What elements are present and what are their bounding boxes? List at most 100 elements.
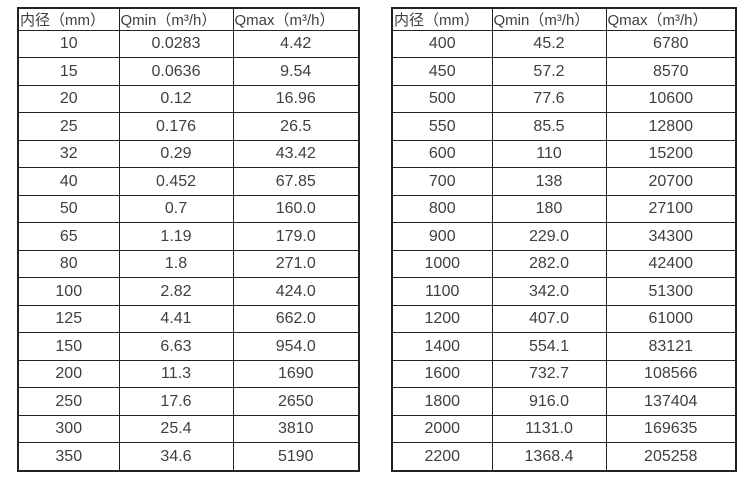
table-row: 1200 407.0 61000 [391,304,737,334]
table-row: 700 138 20700 [391,167,737,196]
qmax-cell: 5190 [232,442,360,472]
diameter-cell: 1000 [391,249,493,279]
qmin-cell: 2.82 [118,277,234,306]
table-row: 250 17.6 2650 [17,387,360,416]
qmax-cell: 954.0 [232,332,360,361]
table-row: 450 57.2 8570 [391,57,737,86]
table-row: 10 0.0283 4.42 [17,29,360,59]
table-row: 1100 342.0 51300 [391,277,737,306]
table-row: 20 0.12 16.96 [17,84,360,114]
table-row: 1600 732.7 108566 [391,359,737,389]
diameter-cell: 80 [17,249,120,279]
header-row: 内径（mm） Qmin（m³/h） Qmax（m³/h） [391,7,737,31]
qmin-cell: 0.7 [118,194,234,224]
table-row: 32 0.29 43.42 [17,139,360,169]
header-row: 内径（mm） Qmin（m³/h） Qmax（m³/h） [17,7,360,31]
qmin-cell: 229.0 [491,222,607,251]
diameter-cell: 400 [391,29,493,59]
table-row: 25 0.176 26.5 [17,112,360,141]
table-row: 2000 1131.0 169635 [391,414,737,444]
qmin-cell: 11.3 [118,359,234,389]
qmax-cell: 662.0 [232,304,360,334]
qmin-cell: 0.0283 [118,29,234,59]
qmax-cell: 61000 [605,304,737,334]
qmin-cell: 1.8 [118,249,234,279]
qmin-cell: 407.0 [491,304,607,334]
table-row: 600 110 15200 [391,139,737,169]
table-row: 300 25.4 3810 [17,414,360,444]
qmax-cell: 16.96 [232,84,360,114]
table-row: 125 4.41 662.0 [17,304,360,334]
qmin-cell: 17.6 [118,387,234,416]
qmax-cell: 137404 [605,387,737,416]
diameter-cell: 65 [17,222,120,251]
table-row: 800 180 27100 [391,194,737,224]
qmin-cell: 57.2 [491,57,607,86]
diameter-cell: 700 [391,167,493,196]
qmax-cell: 43.42 [232,139,360,169]
qmin-cell: 554.1 [491,332,607,361]
diameter-cell: 550 [391,112,493,141]
diameter-cell: 15 [17,57,120,86]
qmin-cell: 0.0636 [118,57,234,86]
qmax-cell: 10600 [605,84,737,114]
qmax-cell: 205258 [605,442,737,472]
qmin-cell: 1.19 [118,222,234,251]
qmax-cell: 26.5 [232,112,360,141]
table-row: 1400 554.1 83121 [391,332,737,361]
table-row: 15 0.0636 9.54 [17,57,360,86]
qmax-cell: 108566 [605,359,737,389]
diameter-cell: 25 [17,112,120,141]
diameter-cell: 40 [17,167,120,196]
qmin-cell: 4.41 [118,304,234,334]
diameter-cell: 1600 [391,359,493,389]
qmin-column-header: Qmin（m³/h） [491,7,607,31]
qmin-cell: 77.6 [491,84,607,114]
table-row: 2200 1368.4 205258 [391,442,737,472]
diameter-column-header: 内径（mm） [17,7,120,31]
qmin-cell: 1131.0 [491,414,607,444]
qmin-cell: 6.63 [118,332,234,361]
diameter-cell: 1100 [391,277,493,306]
qmin-cell: 732.7 [491,359,607,389]
qmax-cell: 34300 [605,222,737,251]
qmax-cell: 160.0 [232,194,360,224]
flow-spec-table-large-diameters: 内径（mm） Qmin（m³/h） Qmax（m³/h） 400 45.2 6780 450… [391,7,737,472]
diameter-cell: 100 [17,277,120,306]
table-row: 550 85.5 12800 [391,112,737,141]
diameter-cell: 500 [391,84,493,114]
diameter-cell: 1800 [391,387,493,416]
qmin-cell: 1368.4 [491,442,607,472]
qmax-cell: 1690 [232,359,360,389]
diameter-cell: 900 [391,222,493,251]
diameter-cell: 20 [17,84,120,114]
qmax-cell: 9.54 [232,57,360,86]
qmax-cell: 8570 [605,57,737,86]
diameter-cell: 600 [391,139,493,169]
diameter-cell: 125 [17,304,120,334]
qmax-cell: 179.0 [232,222,360,251]
diameter-cell: 150 [17,332,120,361]
qmin-column-header: Qmin（m³/h） [118,7,234,31]
qmin-cell: 0.12 [118,84,234,114]
diameter-cell: 800 [391,194,493,224]
diameter-cell: 32 [17,139,120,169]
qmax-cell: 67.85 [232,167,360,196]
table-row: 100 2.82 424.0 [17,277,360,306]
qmax-cell: 12800 [605,112,737,141]
diameter-cell: 1200 [391,304,493,334]
table-row: 1000 282.0 42400 [391,249,737,279]
qmin-cell: 282.0 [491,249,607,279]
table-row: 65 1.19 179.0 [17,222,360,251]
diameter-cell: 350 [17,442,120,472]
qmax-cell: 6780 [605,29,737,59]
qmax-column-header: Qmax（m³/h） [232,7,360,31]
diameter-cell: 250 [17,387,120,416]
diameter-cell: 300 [17,414,120,444]
diameter-cell: 10 [17,29,120,59]
diameter-cell: 200 [17,359,120,389]
qmin-cell: 110 [491,139,607,169]
diameter-column-header: 内径（mm） [391,7,493,31]
qmax-cell: 2650 [232,387,360,416]
diameter-cell: 1400 [391,332,493,361]
